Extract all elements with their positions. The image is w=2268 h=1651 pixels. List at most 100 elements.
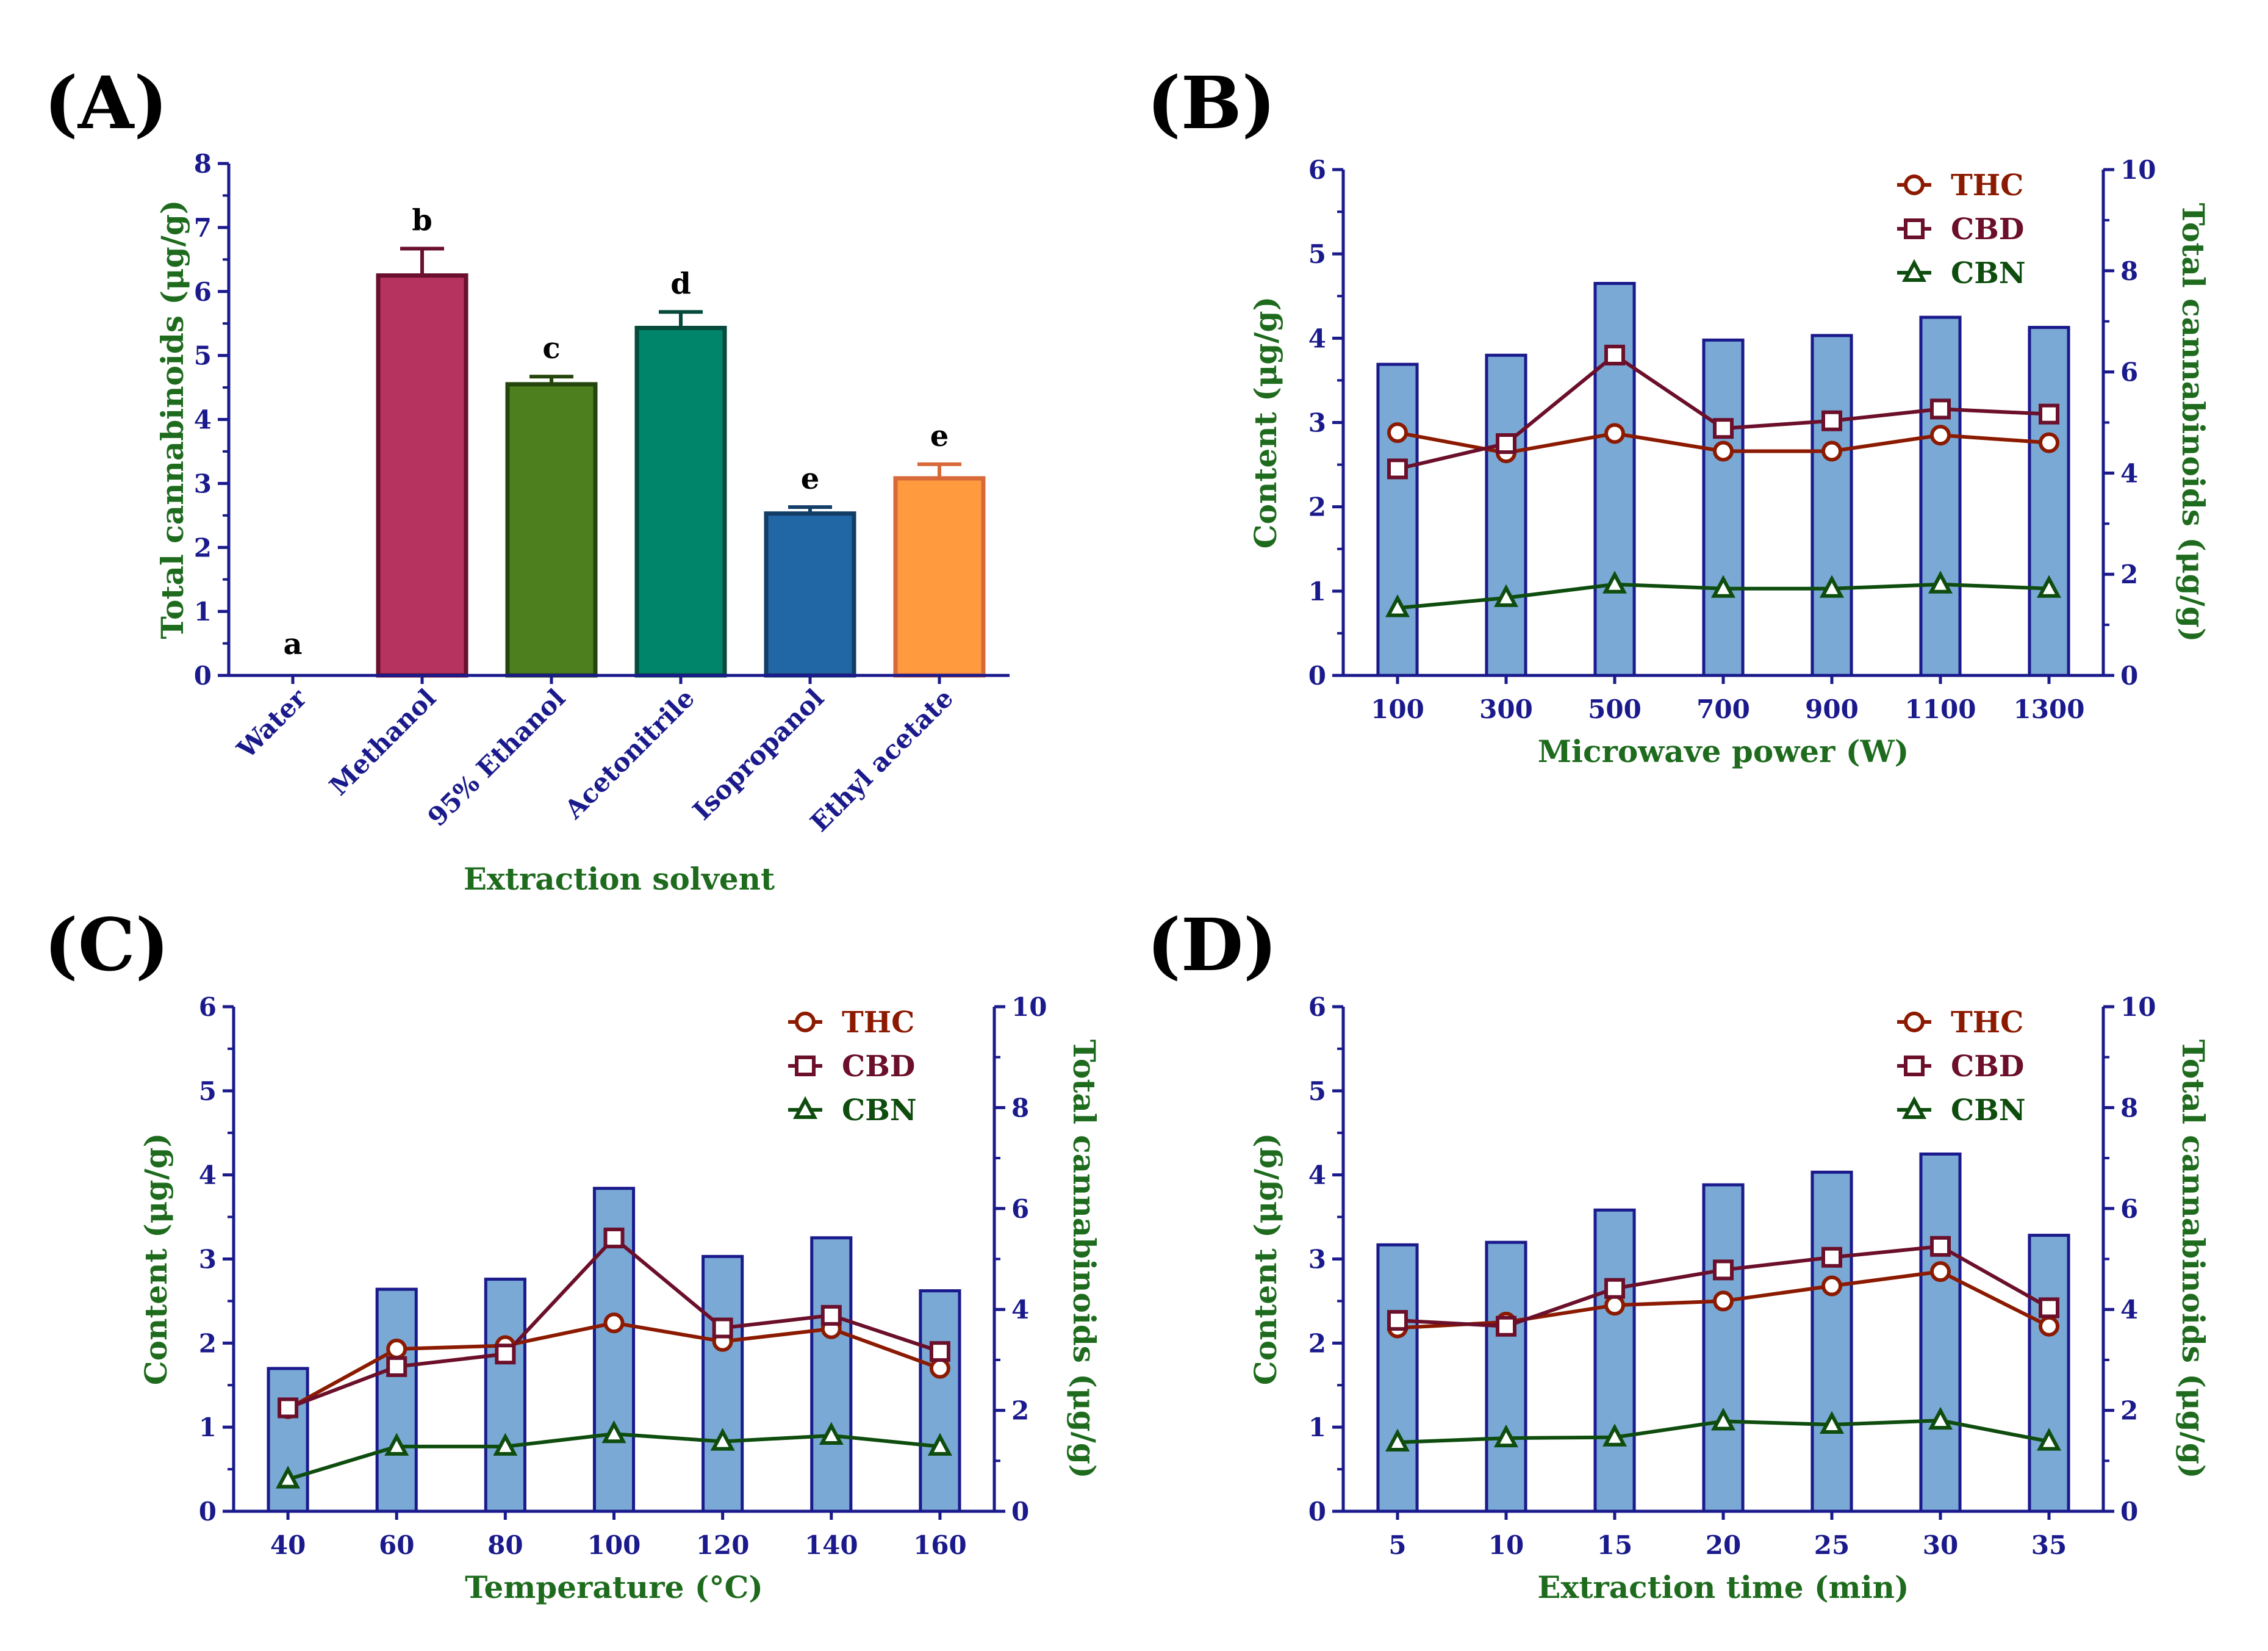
marker-thc [1930, 425, 1951, 446]
marker-cbn [819, 1422, 844, 1445]
x-tick-label: 100 [1371, 694, 1424, 724]
marker-thc [1821, 1275, 1842, 1297]
x-axis-title: Microwave power (W) [1538, 733, 1909, 769]
y-tick-label-left: 2 [1308, 1328, 1326, 1358]
marker-cbn [710, 1428, 735, 1451]
marker-cbd [1387, 1310, 1408, 1331]
marker-thc [1713, 441, 1734, 462]
marker-cbn [1710, 575, 1736, 598]
marker-cbn [601, 1420, 626, 1444]
legend-label: THC [1951, 168, 2023, 203]
marker-cbn [384, 1433, 409, 1456]
y-tick-label-right: 10 [1011, 992, 1047, 1022]
total-bar [1919, 1152, 1962, 1513]
y-tick-label-right: 2 [2120, 1396, 2138, 1426]
legend-label: THC [1951, 1005, 2023, 1040]
marker-cbn [1710, 1408, 1736, 1431]
y-tick-label: 8 [194, 149, 212, 179]
x-tick-label: 160 [913, 1530, 967, 1560]
y-tick-label-left: 1 [1308, 1412, 1326, 1442]
x-axis-title: Extraction solvent [464, 861, 775, 897]
significance-letter: c [542, 331, 560, 365]
legend-label: CBD [1951, 212, 2024, 246]
legend-marker [1904, 218, 1925, 239]
legend-label: CBD [842, 1049, 915, 1084]
x-tick-label: 1300 [2014, 694, 2085, 724]
total-bar [810, 1236, 853, 1513]
y-tick-label-left: 4 [199, 1160, 217, 1190]
total-bar [484, 1278, 526, 1513]
y-tick-label-left: 3 [1308, 1245, 1326, 1275]
significance-letter: a [283, 627, 302, 661]
marker-cbn [493, 1433, 518, 1456]
x-tick-label: 25 [1814, 1530, 1850, 1560]
y-tick-label-left: 2 [1308, 492, 1326, 522]
y-tick-label: 5 [194, 341, 212, 371]
marker-cbn [1928, 570, 1953, 594]
marker-cbd [495, 1343, 516, 1365]
y-tick-label-left: 0 [1308, 661, 1326, 691]
marker-thc [1821, 441, 1842, 462]
total-bar [919, 1289, 961, 1513]
marker-cbd [1821, 1246, 1842, 1268]
x-tick-label: 700 [1696, 694, 1750, 724]
legend-marker [1904, 174, 1925, 195]
marker-cbd [603, 1228, 625, 1249]
legend-marker [1904, 1056, 1925, 1076]
y-tick-label-right: 0 [1011, 1497, 1029, 1527]
total-bar [1702, 1183, 1745, 1513]
y-axis-title-right: Total cannabinoids (μg/g) [1066, 1040, 1102, 1479]
x-tick-label: 10 [1488, 1530, 1524, 1560]
x-tick-label: 900 [1805, 694, 1859, 724]
y-tick-label-left: 5 [1308, 1076, 1326, 1106]
panel-label-c: (C) [44, 902, 170, 987]
y-tick-label-right: 6 [2120, 358, 2138, 387]
marker-cbd [2039, 403, 2059, 425]
y-axis-title-left: Content (μg/g) [1247, 1133, 1283, 1385]
x-tick-label: 1100 [1905, 694, 1976, 724]
marker-cbn [1819, 1411, 1845, 1434]
total-bar [2028, 1234, 2070, 1513]
bar [505, 382, 598, 678]
x-tick-label: 5 [1388, 1530, 1406, 1560]
y-tick-label-left: 3 [199, 1245, 217, 1275]
legend-label: CBD [1951, 1049, 2024, 1084]
total-bar [1702, 338, 1745, 677]
marker-cbn [927, 1433, 952, 1456]
marker-thc [1713, 1290, 1734, 1312]
total-bar [2028, 326, 2070, 677]
marker-thc [1930, 1261, 1951, 1282]
y-tick-label-right: 8 [1011, 1093, 1029, 1123]
significance-letter: e [930, 419, 949, 453]
panel-label-d: (D) [1147, 902, 1277, 987]
marker-cbd [929, 1341, 950, 1362]
marker-cbn [1602, 570, 1627, 594]
y-tick-label-left: 0 [1308, 1497, 1326, 1527]
y-tick-label-right: 8 [2120, 1093, 2138, 1123]
marker-cbn [1493, 1424, 1519, 1448]
x-tick-label: 60 [379, 1530, 414, 1560]
x-tick-label: 500 [1588, 694, 1642, 724]
total-bar [702, 1254, 744, 1513]
bar [764, 511, 856, 678]
marker-thc [929, 1358, 950, 1379]
marker-thc [1387, 422, 1408, 444]
total-bar [1485, 353, 1527, 677]
significance-letter: e [801, 462, 820, 496]
marker-thc [1604, 423, 1625, 444]
marker-thc [2039, 1315, 2059, 1337]
marker-cbd [1821, 410, 1842, 431]
y-tick-label-right: 4 [2120, 458, 2138, 488]
x-tick-label: 40 [270, 1530, 306, 1560]
y-tick-label-left: 3 [1308, 408, 1326, 438]
y-tick-label: 7 [194, 213, 212, 243]
legend-marker [795, 1056, 816, 1076]
y-tick-label-right: 2 [2120, 559, 2138, 589]
y-tick-label-left: 4 [1308, 323, 1326, 353]
y-tick-label-right: 0 [2120, 661, 2138, 691]
total-bar [267, 1367, 309, 1513]
y-tick-label-left: 0 [199, 1497, 217, 1527]
y-tick-label-left: 1 [1308, 577, 1326, 606]
x-tick-label: 300 [1479, 694, 1533, 724]
